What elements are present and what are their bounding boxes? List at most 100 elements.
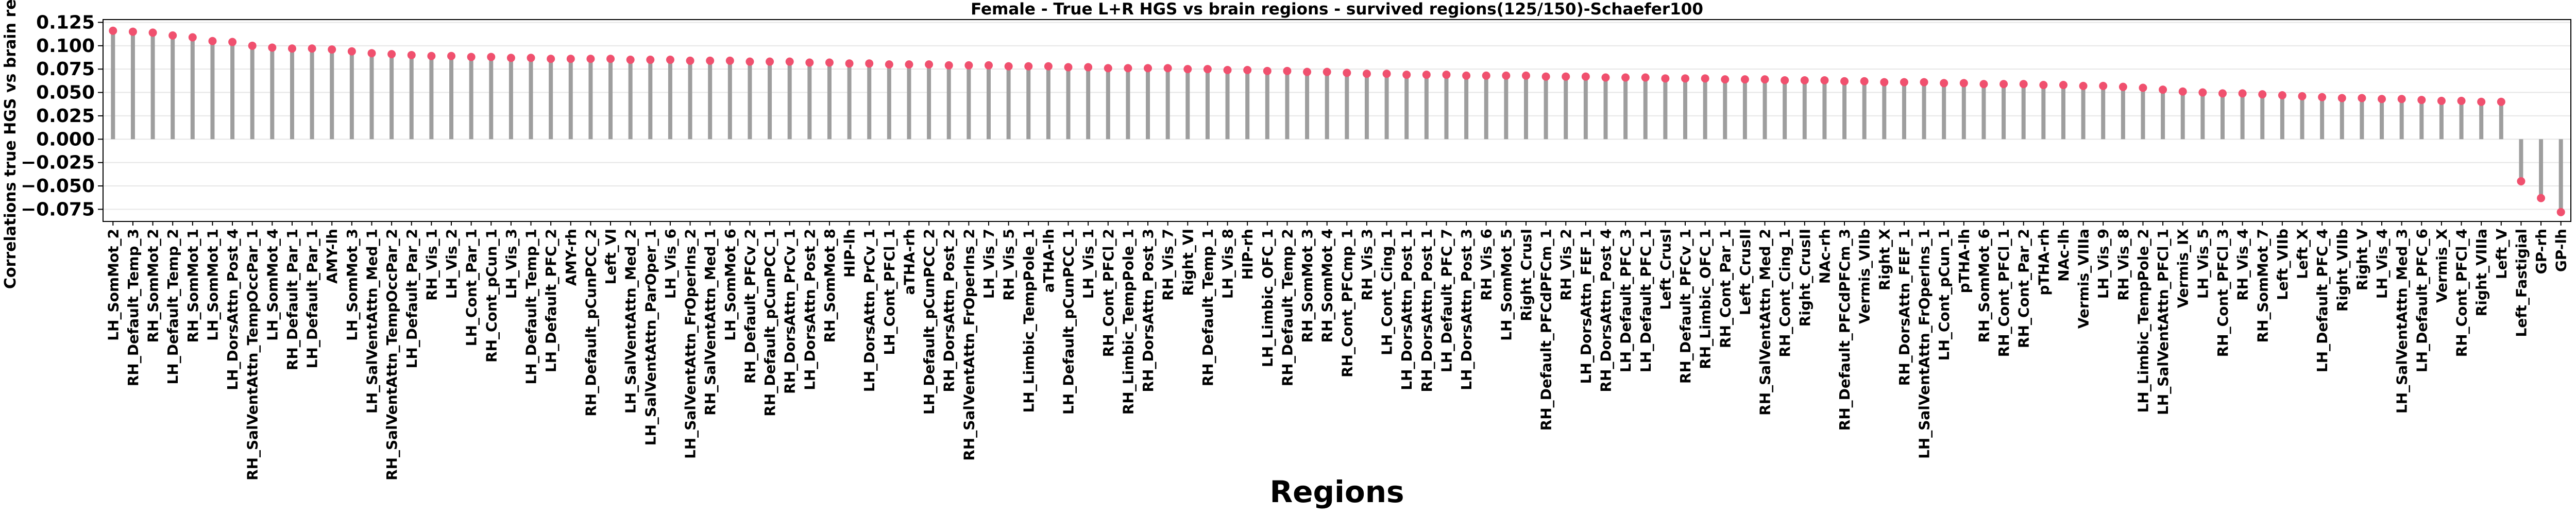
x-tick-label: LH_SomMot_5 xyxy=(1498,229,1515,341)
y-tick-label: 0.025 xyxy=(36,106,95,127)
marker xyxy=(1820,76,1829,84)
marker xyxy=(1781,76,1789,84)
marker xyxy=(2537,194,2546,202)
x-tick-label: RH_Cont_Par_1 xyxy=(1717,229,1734,348)
x-tick-label: LH_Default_pCunPCC_1 xyxy=(1060,229,1077,415)
marker xyxy=(1601,73,1610,82)
marker xyxy=(1979,80,1988,89)
x-tick-label: LH_Cont_pCun_1 xyxy=(1936,229,1953,360)
x-tick-label: LH_Default_PFC_6 xyxy=(2413,229,2430,372)
x-tick-label: LH_SomMot_4 xyxy=(264,229,281,341)
x-tick-label: RH_DorsAttn_FEF_1 xyxy=(1896,229,1913,386)
marker xyxy=(646,56,655,64)
marker xyxy=(1621,73,1630,82)
marker xyxy=(1323,67,1331,76)
marker xyxy=(1064,63,1073,72)
marker xyxy=(208,37,217,45)
marker xyxy=(2119,82,2127,91)
marker xyxy=(1362,70,1371,78)
marker xyxy=(666,56,674,64)
x-tick-label: RH_SomMot_6 xyxy=(1975,229,1992,343)
marker xyxy=(925,60,934,69)
x-tick-label: LH_Vis_7 xyxy=(980,229,997,299)
x-tick-label: RH_SalVentAttn_Med_1 xyxy=(702,229,719,416)
x-tick-label: LH_Default_PFC_7 xyxy=(1438,229,1455,372)
marker xyxy=(2139,83,2147,92)
x-tick-label: LH_Default_PFC_4 xyxy=(2314,229,2331,372)
marker xyxy=(2059,81,2067,90)
marker xyxy=(2556,208,2565,216)
x-tick-label: Left_VIIb xyxy=(2274,229,2291,300)
x-tick-label: RH_Vis_4 xyxy=(2234,229,2251,301)
x-tick-label: LH_Limbic_TempPole_2 xyxy=(2134,229,2151,413)
x-tick-label: LH_Default_Par_2 xyxy=(403,229,420,368)
marker xyxy=(1024,62,1033,71)
marker xyxy=(1044,62,1053,71)
x-tick-label: RH_Cont_Cing_1 xyxy=(1776,229,1793,357)
x-tick-label: Right_VIIb xyxy=(2334,229,2351,312)
marker xyxy=(188,33,197,42)
x-tick-label: LH_DorsAttn_PrCv_1 xyxy=(861,229,878,392)
marker xyxy=(1283,66,1292,75)
x-tick-label: LH_DorsAttn_Post_4 xyxy=(224,229,241,390)
x-tick-label: RH_SalVentAttn_FrOperIns_2 xyxy=(960,229,977,461)
x-tick-label: LH_SalVentAttn_Med_2 xyxy=(622,229,639,414)
marker xyxy=(2278,91,2286,99)
marker xyxy=(1701,74,1709,83)
marker xyxy=(1243,66,1252,74)
marker xyxy=(407,50,416,59)
x-tick-label: RH_SomMot_3 xyxy=(1299,229,1316,343)
x-tick-label: LH_SalVentAttn_PFCl_1 xyxy=(2155,229,2172,415)
marker xyxy=(2238,89,2247,98)
marker xyxy=(566,55,575,63)
marker xyxy=(2298,92,2307,100)
x-tick-label: LH_DorsAttn_FEF_1 xyxy=(1578,229,1595,384)
x-tick-label: Left_V xyxy=(2493,229,2510,279)
marker xyxy=(2457,96,2466,105)
y-tick-label: 0.075 xyxy=(36,59,95,80)
x-tick-label: RH_Vis_2 xyxy=(1557,229,1574,301)
marker xyxy=(308,44,316,53)
marker xyxy=(2159,85,2167,94)
x-tick-label: HIP-lh xyxy=(841,229,858,278)
marker xyxy=(1521,71,1530,80)
marker xyxy=(805,58,814,67)
marker xyxy=(2477,97,2486,106)
marker xyxy=(2198,88,2207,97)
x-tick-label: Right_CrusII xyxy=(1797,229,1814,327)
x-tick-label: RH_Limbic_TempPole_1 xyxy=(1120,229,1137,415)
x-tick-label: RH_Limbic_OFC_1 xyxy=(1697,229,1714,369)
marker xyxy=(447,52,456,60)
marker xyxy=(1800,76,1809,84)
marker xyxy=(2378,95,2386,104)
marker xyxy=(1840,77,1849,85)
marker xyxy=(885,60,893,69)
marker xyxy=(766,57,774,66)
marker xyxy=(2039,81,2048,90)
marker xyxy=(1004,62,1013,71)
marker xyxy=(2417,96,2426,105)
marker xyxy=(1740,75,1749,84)
marker xyxy=(2258,90,2267,99)
x-tick-label: LH_Default_Temp_1 xyxy=(523,229,540,385)
x-tick-label: Right_V xyxy=(2353,229,2370,291)
marker xyxy=(825,58,834,67)
x-tick-label: LH_Vis_3 xyxy=(503,229,520,299)
x-tick-label: LH_SomMot_6 xyxy=(722,229,739,341)
x-tick-label: RH_Default_PFCdPFCm_3 xyxy=(1836,229,1853,431)
marker xyxy=(2079,81,2088,90)
x-tick-label: LH_Vis_6 xyxy=(662,229,679,299)
marker xyxy=(2099,81,2108,90)
x-tick-label: LH_DorsAttn_Post_2 xyxy=(801,229,818,390)
marker xyxy=(128,27,137,36)
x-tick-label: RH_Default_Temp_3 xyxy=(125,229,142,386)
marker xyxy=(1422,71,1431,79)
marker xyxy=(527,54,535,62)
x-tick-label: LH_Cont_Par_1 xyxy=(463,229,480,346)
x-tick-label: RH_Default_PFCv_1 xyxy=(1677,229,1694,384)
x-tick-label: RH_Vis_8 xyxy=(2115,229,2132,301)
x-tick-label: Left_X xyxy=(2294,229,2311,279)
x-tick-label: RH_SomMot_4 xyxy=(1319,229,1336,343)
marker xyxy=(626,56,635,64)
x-axis-label: Regions xyxy=(1269,474,1404,509)
